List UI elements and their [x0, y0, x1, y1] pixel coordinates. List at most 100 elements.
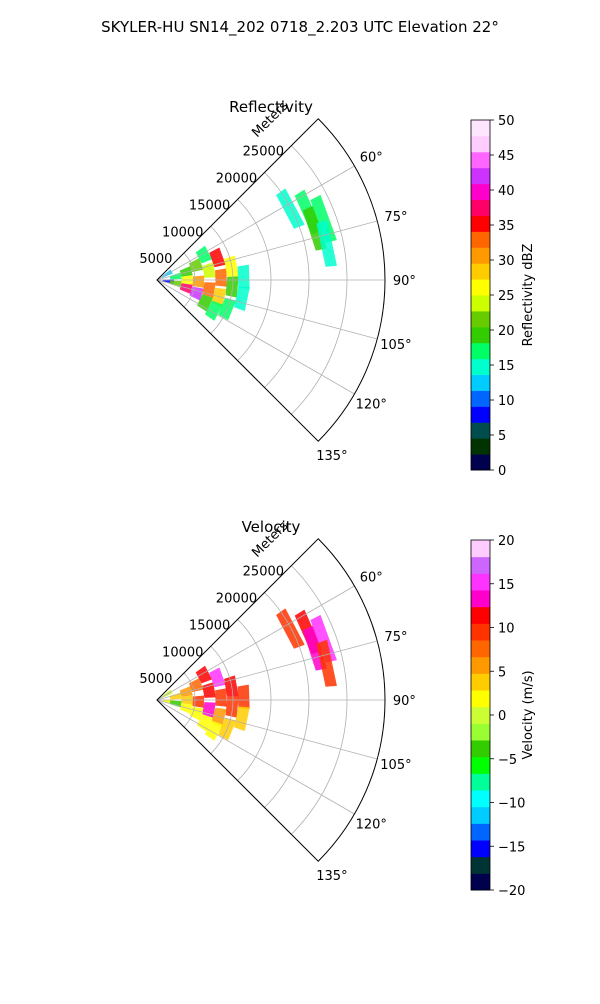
- panel-title: Reflectivity: [229, 98, 313, 116]
- radial-tick-label: 5000: [139, 672, 172, 687]
- colorbar-segment: [471, 823, 490, 841]
- colorbar-segment: [471, 690, 490, 708]
- colorbar-segment: [471, 438, 490, 455]
- data-cell: [197, 294, 214, 312]
- radial-tick-label: 10000: [162, 645, 203, 660]
- colorbar-tick-label: 10: [498, 394, 515, 409]
- data-cell: [310, 614, 337, 663]
- colorbar-segment: [471, 406, 490, 423]
- angle-tick-label: 60°: [360, 150, 383, 165]
- angle-tick-label: 105°: [380, 758, 411, 773]
- colorbar-tick-label: −15: [498, 840, 525, 855]
- colorbar-tick-label: 5: [498, 429, 506, 444]
- colorbar-segment: [471, 390, 490, 407]
- data-cell: [215, 688, 227, 707]
- colorbar-segment: [471, 135, 490, 153]
- colorbar-segment: [471, 756, 490, 774]
- colorbar-tick-label: 20: [498, 534, 515, 549]
- data-cell: [225, 696, 239, 718]
- data-cell: [179, 703, 193, 714]
- radial-tick-label: 10000: [162, 225, 203, 240]
- angle-tick-label: 60°: [360, 570, 383, 585]
- data-cell: [276, 608, 305, 649]
- colorbar-tick-label: 35: [498, 219, 515, 234]
- data-cell: [234, 706, 250, 732]
- colorbar-segment: [471, 723, 490, 741]
- data-cell: [204, 300, 223, 321]
- data-cells: [161, 188, 337, 321]
- colorbar-tick-label: 15: [498, 578, 515, 593]
- data-cell: [195, 245, 213, 264]
- colorbar-tick-label: 20: [498, 324, 515, 339]
- colorbar-tick-label: 10: [498, 622, 515, 637]
- data-cell: [215, 268, 227, 287]
- grid-spoke: [156, 699, 355, 815]
- colorbar-segment: [471, 215, 490, 232]
- radial-tick-label: 5000: [139, 252, 172, 267]
- grid-spoke: [156, 585, 355, 701]
- colorbar-segment: [471, 623, 490, 641]
- colorbar-label: Velocity (m/s): [521, 670, 536, 759]
- colorbar-segment: [471, 295, 490, 312]
- panel-title: Velocity: [242, 518, 301, 536]
- panels: Reflectivity500010000150002000025000Mete…: [139, 98, 536, 899]
- data-cell: [192, 275, 205, 288]
- colorbar-tick-label: 40: [498, 184, 515, 199]
- colorbar-segment: [471, 231, 490, 248]
- colorbar-segment: [471, 342, 490, 360]
- panel-velocity: Velocity500010000150002000025000Meters60…: [139, 518, 536, 899]
- colorbar-segment: [471, 856, 490, 874]
- colorbar-segment: [471, 656, 490, 674]
- data-cell: [204, 720, 223, 741]
- data-cell: [197, 714, 214, 732]
- colorbar-segment: [471, 573, 490, 591]
- colorbar-tick-label: 5: [498, 665, 506, 680]
- colorbar-segment: [471, 873, 490, 891]
- colorbar-tick-label: 45: [498, 149, 515, 164]
- angle-tick-label: 135°: [316, 449, 347, 464]
- colorbar-tick-label: −20: [498, 884, 525, 899]
- radial-tick-label: 15000: [189, 198, 230, 213]
- colorbar-tick-label: 15: [498, 359, 515, 374]
- data-cell: [202, 702, 216, 718]
- radial-tick-label: 20000: [216, 592, 257, 607]
- data-cell: [237, 684, 250, 709]
- data-cell: [195, 665, 213, 684]
- colorbar-segment: [471, 247, 490, 264]
- grid-spoke: [156, 220, 378, 281]
- colorbar-segment: [471, 310, 490, 328]
- angle-tick-label: 75°: [384, 630, 407, 645]
- data-cell: [192, 695, 205, 708]
- colorbar-segment: [471, 590, 490, 608]
- colorbar-segment: [471, 374, 490, 391]
- colorbar-tick-label: 0: [498, 709, 506, 724]
- radial-tick-label: 20000: [216, 172, 257, 187]
- colorbar-segment: [471, 183, 490, 201]
- colorbar-segment: [471, 640, 490, 658]
- data-cell: [202, 282, 216, 298]
- colorbar: −20 −15 −10 −5 0 5 10 15 20 Velocity (m/s): [470, 534, 536, 899]
- angle-tick-label: 120°: [356, 818, 387, 833]
- sector-frame: [156, 538, 386, 862]
- angle-tick-label: 135°: [316, 869, 347, 884]
- colorbar-tick-label: 30: [498, 254, 515, 269]
- data-cell: [316, 639, 337, 687]
- grid-spoke: [156, 165, 355, 281]
- data-cell: [237, 264, 250, 289]
- angle-tick-label: 120°: [356, 398, 387, 413]
- colorbar-segment: [471, 706, 490, 724]
- data-cells: [161, 608, 337, 741]
- colorbar-segment: [471, 454, 490, 471]
- data-cell: [179, 686, 193, 697]
- colorbar-segment: [471, 556, 490, 574]
- data-cell: [202, 682, 216, 698]
- colorbar-tick-label: 0: [498, 464, 506, 479]
- colorbar-segment: [471, 673, 490, 691]
- colorbar-segment: [471, 279, 490, 296]
- colorbar-tick-label: 25: [498, 289, 515, 304]
- colorbar-segment: [471, 326, 490, 344]
- colorbar-segment: [471, 151, 490, 169]
- grid-spoke: [156, 279, 355, 395]
